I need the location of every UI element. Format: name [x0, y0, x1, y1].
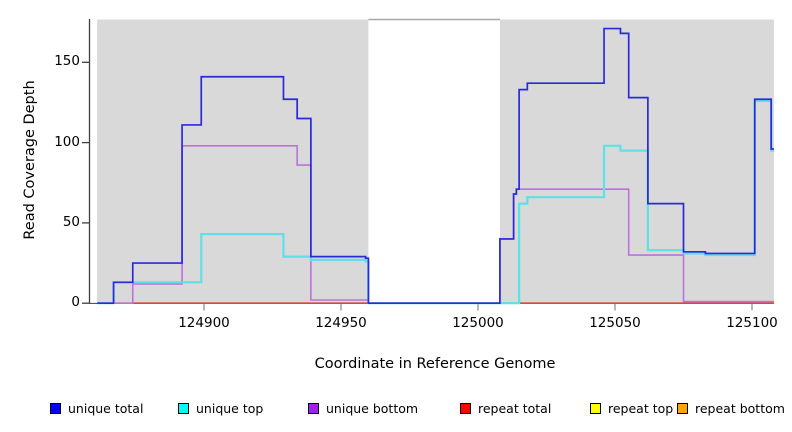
legend-item-repeat-top: repeat top: [590, 400, 673, 416]
legend-label: unique bottom: [326, 400, 419, 416]
legend-swatch-icon: [460, 402, 471, 414]
y-tick-label: 50: [62, 213, 80, 230]
legend-label: repeat total: [478, 400, 552, 416]
legend-swatch-icon: [677, 402, 688, 414]
legend-label: unique top: [196, 400, 264, 416]
legend-label: repeat bottom: [695, 400, 785, 416]
x-tick-label: 124950: [315, 315, 367, 331]
y-tick-label: 0: [71, 294, 80, 311]
legend-swatch-icon: [308, 402, 319, 414]
x-tick-label: 125100: [726, 315, 778, 331]
legend-label: repeat top: [608, 400, 674, 416]
series-line-unique-top: [97, 99, 774, 305]
legend-label: unique total: [68, 400, 144, 416]
y-tick-label: 100: [54, 133, 80, 150]
legend-swatch-icon: [178, 402, 189, 414]
legend-swatch-icon: [590, 402, 601, 414]
legend-item-unique-top: unique top: [178, 400, 263, 416]
legend-item-repeat-bottom: repeat bottom: [677, 400, 785, 416]
legend-item-unique-total: unique total: [50, 400, 143, 416]
x-tick-label: 125050: [589, 315, 641, 331]
legend-swatch-icon: [50, 402, 61, 414]
x-tick-label: 125000: [452, 315, 504, 331]
y-tick-label: 150: [54, 53, 80, 70]
legend-item-repeat-total: repeat total: [460, 400, 551, 416]
series-line-unique-total: [97, 27, 774, 305]
x-tick-label: 124900: [178, 315, 230, 331]
legend-item-unique-bottom: unique bottom: [308, 400, 418, 416]
x-axis-title: Coordinate in Reference Genome: [314, 356, 556, 372]
shaded-band: [499, 19, 774, 304]
